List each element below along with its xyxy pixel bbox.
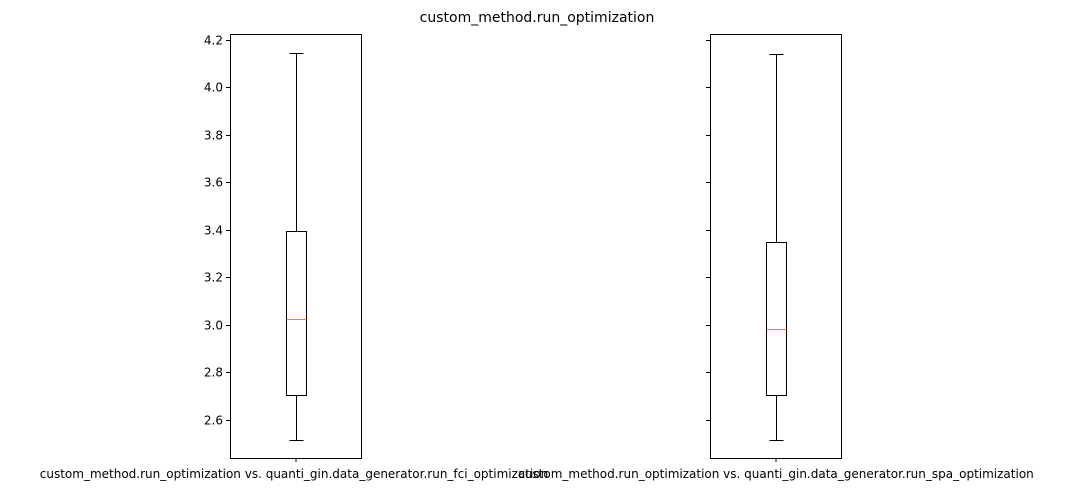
box-iqr xyxy=(286,231,307,396)
y-tick-label: 4.0 xyxy=(204,81,223,95)
y-tick-label: 3.2 xyxy=(204,271,223,285)
y-tick-label: 2.8 xyxy=(204,366,223,380)
y-tick-label: 2.6 xyxy=(204,414,223,428)
y-tick-label: 3.4 xyxy=(204,224,223,238)
y-tick-label: 3.6 xyxy=(204,176,223,190)
panel-2: custom_method.run_optimization vs. quant… xyxy=(518,34,1034,481)
chart-title: custom_method.run_optimization xyxy=(420,10,655,26)
y-tick-label: 4.2 xyxy=(204,34,223,48)
panels: 2.6 2.8 3.0 3.2 3.4 3.6 3.8 4.0 4.2 custom_method… xyxy=(40,34,1034,482)
y-tick-label: 3.8 xyxy=(204,129,223,143)
panel-1: 2.6 2.8 3.0 3.2 3.4 3.6 3.8 4.0 4.2 custom_method… xyxy=(40,34,549,482)
x-tick-label: custom_method.run_optimization vs. quant… xyxy=(40,467,549,481)
box-iqr xyxy=(766,242,787,396)
y-tick-label: 3.0 xyxy=(204,319,223,333)
x-tick-label: custom_method.run_optimization vs. quant… xyxy=(518,467,1034,481)
